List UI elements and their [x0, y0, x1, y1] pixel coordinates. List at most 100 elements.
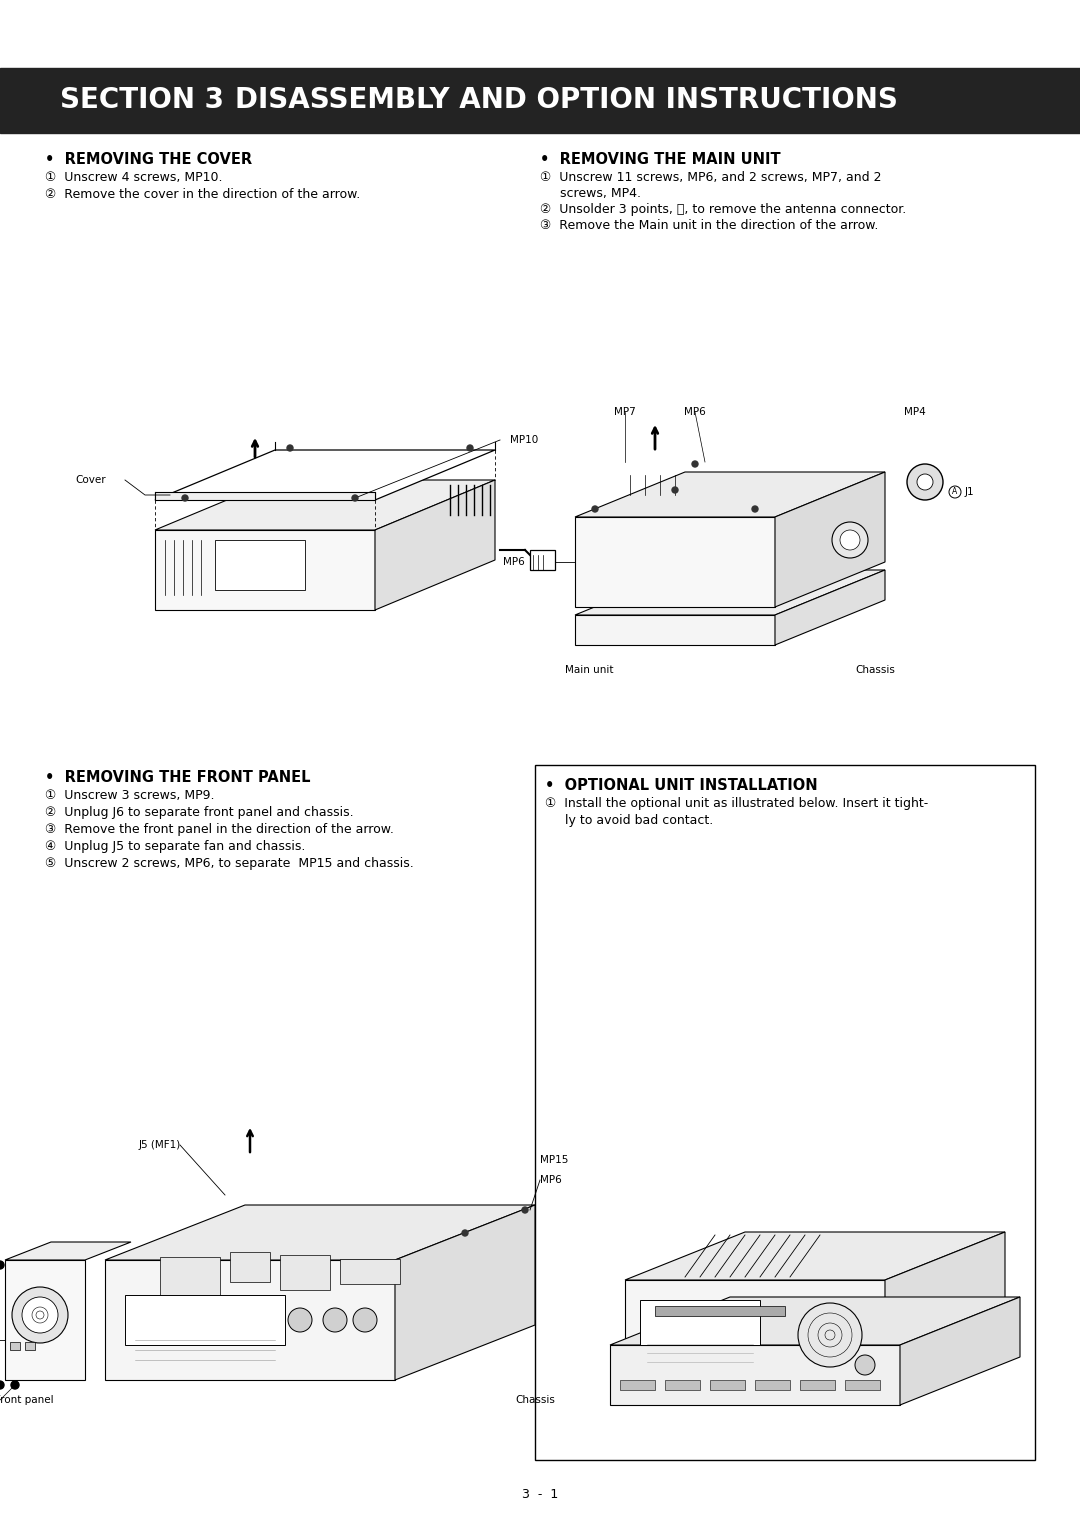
Circle shape: [352, 495, 357, 501]
Polygon shape: [575, 570, 885, 614]
Bar: [530, 550, 555, 570]
Text: •  OPTIONAL UNIT INSTALLATION: • OPTIONAL UNIT INSTALLATION: [545, 778, 818, 793]
Bar: [160, 1258, 220, 1297]
Polygon shape: [575, 614, 775, 645]
Text: ①  Unscrew 4 screws, MP10.: ① Unscrew 4 screws, MP10.: [45, 171, 222, 183]
Text: ⑤  Unscrew 2 screws, MP6, to separate  MP15 and chassis.: ⑤ Unscrew 2 screws, MP6, to separate MP1…: [45, 857, 414, 869]
Text: ①  Unscrew 11 screws, MP6, and 2 screws, MP7, and 2: ① Unscrew 11 screws, MP6, and 2 screws, …: [540, 171, 881, 183]
Circle shape: [917, 474, 933, 490]
Text: screws, MP4.: screws, MP4.: [540, 186, 642, 200]
Circle shape: [287, 445, 293, 451]
Text: MP6: MP6: [540, 1175, 562, 1186]
Text: ②  Unplug J6 to separate front panel and chassis.: ② Unplug J6 to separate front panel and …: [45, 805, 353, 819]
Polygon shape: [156, 530, 375, 610]
Text: ①  Install the optional unit as illustrated below. Insert it tight-: ① Install the optional unit as illustrat…: [545, 798, 928, 810]
Circle shape: [672, 487, 678, 494]
Circle shape: [840, 530, 860, 550]
Polygon shape: [5, 1242, 131, 1261]
Circle shape: [11, 1381, 19, 1389]
Text: Cover: Cover: [75, 475, 106, 484]
Text: SECTION 3: SECTION 3: [60, 87, 224, 115]
Text: A: A: [953, 487, 958, 497]
Text: MP4: MP4: [904, 406, 926, 417]
Text: J5 (MF1): J5 (MF1): [139, 1140, 181, 1151]
Polygon shape: [885, 1232, 1005, 1380]
Circle shape: [798, 1303, 862, 1368]
Polygon shape: [625, 1280, 885, 1380]
Text: MP6: MP6: [684, 406, 706, 417]
Bar: [640, 1300, 760, 1345]
Bar: [800, 1380, 835, 1390]
Polygon shape: [575, 516, 775, 607]
Circle shape: [855, 1355, 875, 1375]
Text: MP7: MP7: [615, 406, 636, 417]
Text: •  REMOVING THE COVER: • REMOVING THE COVER: [45, 151, 252, 167]
Polygon shape: [575, 472, 885, 516]
Circle shape: [522, 1207, 528, 1213]
Polygon shape: [105, 1206, 535, 1261]
Text: 3  -  1: 3 - 1: [522, 1488, 558, 1502]
Text: MP10: MP10: [510, 435, 538, 445]
Bar: [340, 1259, 400, 1284]
Polygon shape: [900, 1297, 1020, 1406]
Text: Chassis: Chassis: [855, 665, 895, 675]
Circle shape: [467, 445, 473, 451]
Circle shape: [323, 1308, 347, 1332]
Text: Main unit: Main unit: [565, 665, 613, 675]
Text: ④  Unplug J5 to separate fan and chassis.: ④ Unplug J5 to separate fan and chassis.: [45, 840, 306, 853]
Circle shape: [0, 1261, 4, 1268]
Bar: [0, 69, 1080, 133]
Circle shape: [183, 495, 188, 501]
Polygon shape: [156, 480, 495, 530]
Bar: [535, 766, 1035, 1459]
Text: ③  Remove the Main unit in the direction of the arrow.: ③ Remove the Main unit in the direction …: [540, 219, 878, 232]
Bar: [280, 1254, 330, 1290]
Text: DISASSEMBLY AND OPTION INSTRUCTIONS: DISASSEMBLY AND OPTION INSTRUCTIONS: [235, 87, 897, 115]
Bar: [710, 1380, 745, 1390]
Circle shape: [592, 506, 598, 512]
Bar: [755, 1380, 789, 1390]
Circle shape: [22, 1297, 58, 1332]
Bar: [654, 1306, 785, 1316]
Circle shape: [949, 486, 961, 498]
Text: MP15: MP15: [540, 1155, 568, 1164]
Circle shape: [692, 461, 698, 468]
Bar: [125, 1296, 285, 1345]
Polygon shape: [5, 1261, 85, 1380]
Circle shape: [752, 506, 758, 512]
Text: J1: J1: [966, 487, 974, 497]
Polygon shape: [610, 1297, 1020, 1345]
Bar: [25, 1342, 35, 1351]
Circle shape: [288, 1308, 312, 1332]
Text: ②  Remove the cover in the direction of the arrow.: ② Remove the cover in the direction of t…: [45, 188, 361, 200]
Text: •  REMOVING THE FRONT PANEL: • REMOVING THE FRONT PANEL: [45, 770, 311, 785]
Bar: [10, 1342, 21, 1351]
Text: ①  Unscrew 3 screws, MP9.: ① Unscrew 3 screws, MP9.: [45, 788, 215, 802]
Circle shape: [462, 1230, 468, 1236]
Bar: [215, 539, 305, 590]
Circle shape: [0, 1381, 4, 1389]
Text: ③  Remove the front panel in the direction of the arrow.: ③ Remove the front panel in the directio…: [45, 824, 394, 836]
Polygon shape: [156, 451, 495, 500]
Circle shape: [12, 1287, 68, 1343]
Polygon shape: [156, 492, 375, 500]
Text: Front panel: Front panel: [0, 1395, 54, 1406]
Bar: [665, 1380, 700, 1390]
Polygon shape: [375, 480, 495, 610]
Polygon shape: [775, 472, 885, 607]
Circle shape: [907, 465, 943, 500]
Text: ②  Unsolder 3 points, Ⓐ, to remove the antenna connector.: ② Unsolder 3 points, Ⓐ, to remove the an…: [540, 203, 906, 215]
Text: Chassis: Chassis: [515, 1395, 555, 1406]
Bar: [230, 1251, 270, 1282]
Circle shape: [832, 523, 868, 558]
Polygon shape: [775, 570, 885, 645]
Polygon shape: [395, 1206, 535, 1380]
Polygon shape: [105, 1261, 395, 1380]
Text: •  REMOVING THE MAIN UNIT: • REMOVING THE MAIN UNIT: [540, 151, 781, 167]
Polygon shape: [610, 1345, 900, 1406]
Bar: [620, 1380, 654, 1390]
Text: MP6: MP6: [503, 558, 525, 567]
Polygon shape: [625, 1232, 1005, 1280]
Bar: [845, 1380, 880, 1390]
Text: ly to avoid bad contact.: ly to avoid bad contact.: [545, 814, 713, 827]
